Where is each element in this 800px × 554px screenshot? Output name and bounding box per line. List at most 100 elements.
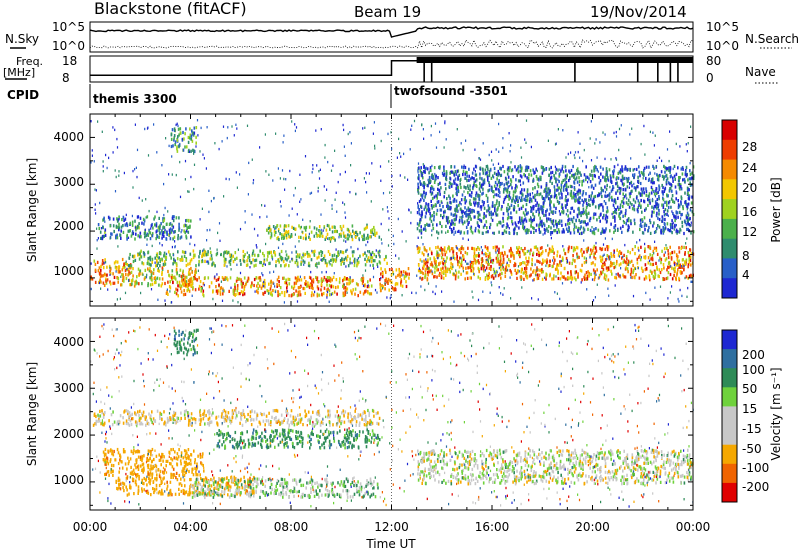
power-speckle: [482, 217, 484, 220]
power-cell: [287, 232, 290, 236]
power-speckle: [344, 211, 346, 214]
power-cell: [502, 219, 505, 223]
power-speckle: [388, 160, 390, 163]
power-cell: [616, 205, 619, 209]
power-cell: [270, 232, 273, 236]
power-cell: [479, 205, 482, 209]
power-speckle: [622, 184, 624, 187]
power-cell: [173, 260, 175, 264]
power-cell: [323, 257, 325, 261]
power-cell: [431, 272, 434, 276]
power-cell: [564, 182, 567, 186]
power-speckle: [405, 240, 407, 243]
power-cell: [194, 254, 196, 258]
power-speckle: [498, 266, 500, 270]
power-cell: [421, 270, 423, 274]
power-cell: [280, 258, 283, 262]
power-cell: [565, 176, 568, 180]
power-cell: [540, 251, 543, 255]
power-cell: [510, 251, 512, 256]
power-cell: [436, 268, 438, 272]
power-speckle: [411, 291, 413, 294]
power-speckle: [264, 204, 266, 207]
power-cell: [521, 192, 523, 196]
power-speckle: [384, 282, 386, 285]
power-cell: [604, 217, 607, 221]
power-cell: [134, 282, 137, 286]
power-cell: [656, 173, 658, 177]
power-cell: [217, 277, 220, 282]
power-cell: [550, 200, 552, 204]
power-speckle: [301, 230, 303, 234]
power-speckle: [311, 171, 313, 174]
power-cell: [432, 175, 435, 179]
power-cell: [449, 177, 452, 181]
power-cell: [478, 247, 481, 251]
power-cell: [296, 263, 299, 267]
power-cell: [585, 271, 588, 275]
power-cell: [307, 284, 309, 288]
power-cell: [346, 258, 348, 262]
power-speckle: [665, 244, 667, 247]
power-speckle: [453, 233, 455, 236]
power-cell: [420, 214, 423, 218]
power-cell: [189, 272, 191, 276]
power-cell: [225, 250, 228, 254]
power-speckle: [608, 294, 610, 297]
power-speckle: [255, 244, 257, 247]
power-cell: [492, 190, 495, 194]
power-cell: [290, 234, 292, 238]
power-cell: [561, 275, 564, 279]
power-cell: [322, 278, 325, 282]
power-cell: [502, 261, 504, 265]
power-speckle: [343, 239, 345, 242]
power-cell: [150, 276, 153, 280]
power-cell: [376, 231, 378, 235]
power-cell: [602, 264, 604, 268]
power-cell: [533, 245, 536, 249]
power-cell: [512, 197, 514, 201]
power-cell: [689, 224, 691, 228]
power-cell: [329, 276, 332, 280]
power-cell: [481, 199, 484, 204]
power-cell: [620, 210, 622, 214]
power-cell: [443, 246, 446, 250]
power-cell: [218, 283, 220, 287]
power-cell: [605, 227, 607, 231]
power-cell: [302, 254, 305, 258]
power-cell: [580, 213, 582, 218]
power-cell: [517, 165, 520, 169]
power-cell: [277, 294, 279, 298]
power-cell: [680, 202, 682, 206]
power-cell: [200, 260, 203, 264]
power-cell: [659, 256, 661, 260]
power-cell: [558, 172, 561, 176]
power-cell: [601, 194, 603, 199]
power-cell: [521, 216, 523, 220]
power-cell: [129, 266, 131, 270]
power-speckle: [147, 154, 150, 157]
power-cell: [198, 255, 200, 259]
power-speckle: [537, 298, 539, 301]
power-cell: [305, 225, 308, 229]
power-cell: [234, 284, 236, 289]
power-cell: [475, 173, 478, 177]
power-speckle: [387, 210, 389, 213]
power-cell: [312, 293, 315, 297]
power-cell: [508, 205, 511, 209]
power-cell: [433, 166, 436, 170]
power-cell: [297, 275, 299, 279]
power-cell: [147, 233, 150, 237]
power-cell: [556, 267, 559, 271]
power-cell: [512, 193, 515, 198]
power-cell: [529, 197, 531, 201]
power-cell: [269, 236, 272, 240]
power-cell: [506, 182, 508, 186]
power-speckle: [398, 137, 400, 141]
power-cell: [619, 226, 622, 230]
power-cell: [362, 276, 365, 280]
power-speckle: [518, 270, 520, 273]
power-cell: [546, 273, 548, 277]
power-speckle: [309, 220, 311, 223]
power-cell: [565, 185, 568, 189]
